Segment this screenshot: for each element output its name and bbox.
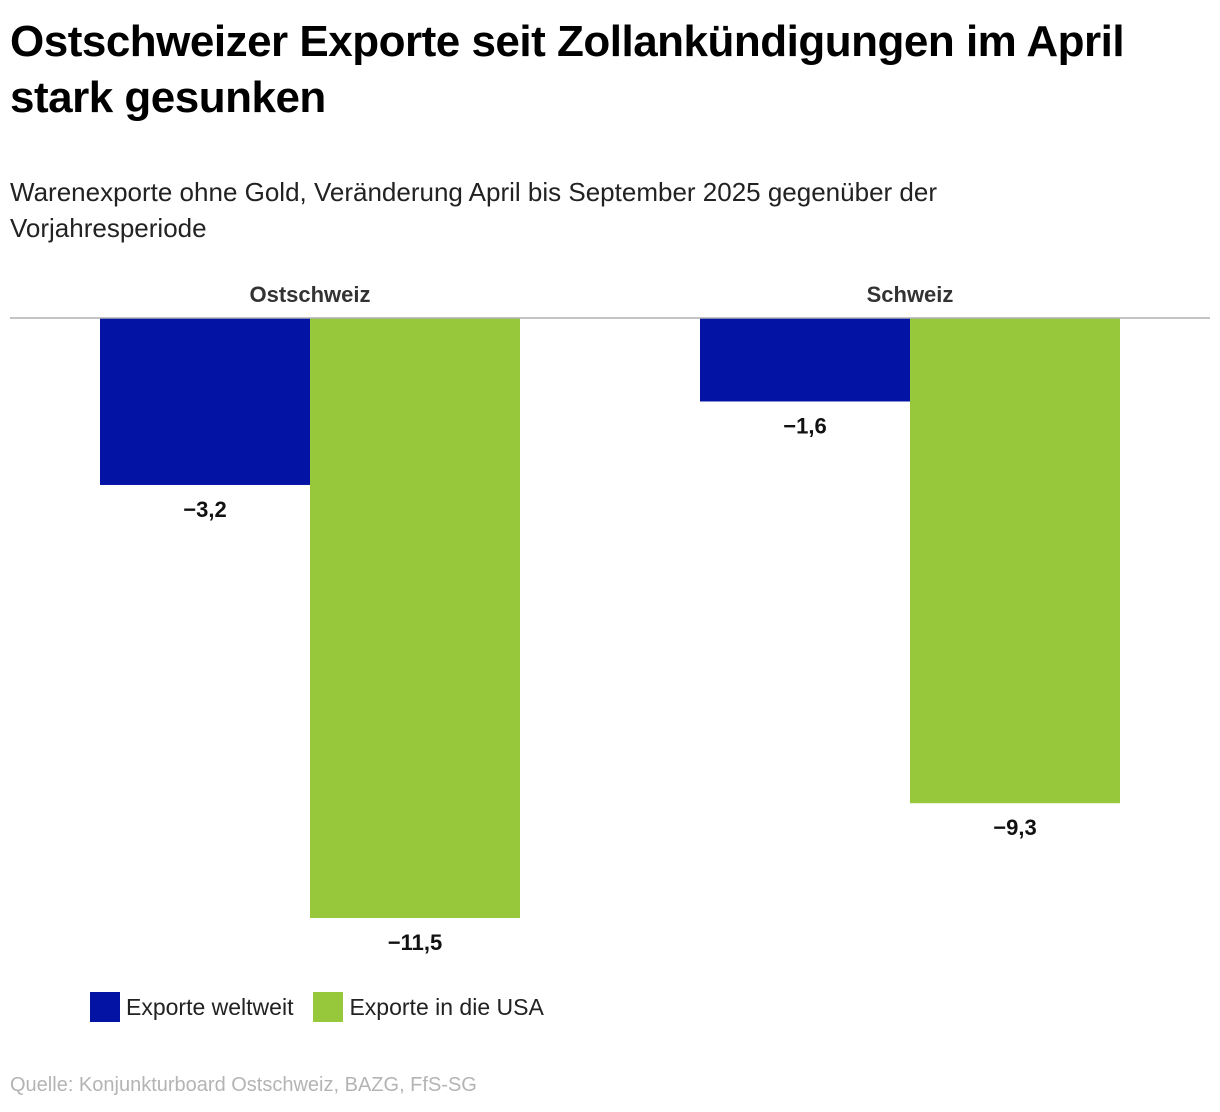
category-label-1: Schweiz (867, 282, 954, 307)
data-label-0-1: −11,5 (388, 930, 442, 955)
chart-subtitle: Warenexporte ohne Gold, Veränderung Apri… (10, 177, 937, 243)
bar-1-1 (910, 318, 1120, 804)
data-label-0-0: −3,2 (183, 497, 226, 522)
bar-0-1 (310, 318, 520, 918)
legend-item-exporte-usa: Exporte in die USA (313, 992, 544, 1022)
legend-label: Exporte weltweit (126, 993, 294, 1020)
legend-item-exporte-weltweit: Exporte weltweit (90, 992, 293, 1022)
chart-title: Ostschweizer Exporte seit Zollankündigun… (10, 17, 1125, 122)
legend-swatch-exporte-usa (313, 992, 344, 1022)
source-note: Quelle: Konjunkturboard Ostschweiz, BAZG… (10, 1074, 477, 1096)
bar-1-0 (700, 318, 910, 402)
category-label-0: Ostschweiz (249, 282, 370, 307)
legend-label: Exporte in die USA (349, 993, 544, 1020)
bar-chart: Ostschweiz −3,2 −11,5 Schweiz −1,6 −9,3 (10, 282, 1210, 955)
legend: Exporte weltweit Exporte in die USA (90, 992, 564, 1022)
bar-0-0 (100, 318, 310, 485)
legend-swatch-exporte-weltweit (90, 992, 120, 1022)
data-label-1-1: −9,3 (993, 815, 1036, 840)
data-label-1-0: −1,6 (783, 413, 826, 438)
